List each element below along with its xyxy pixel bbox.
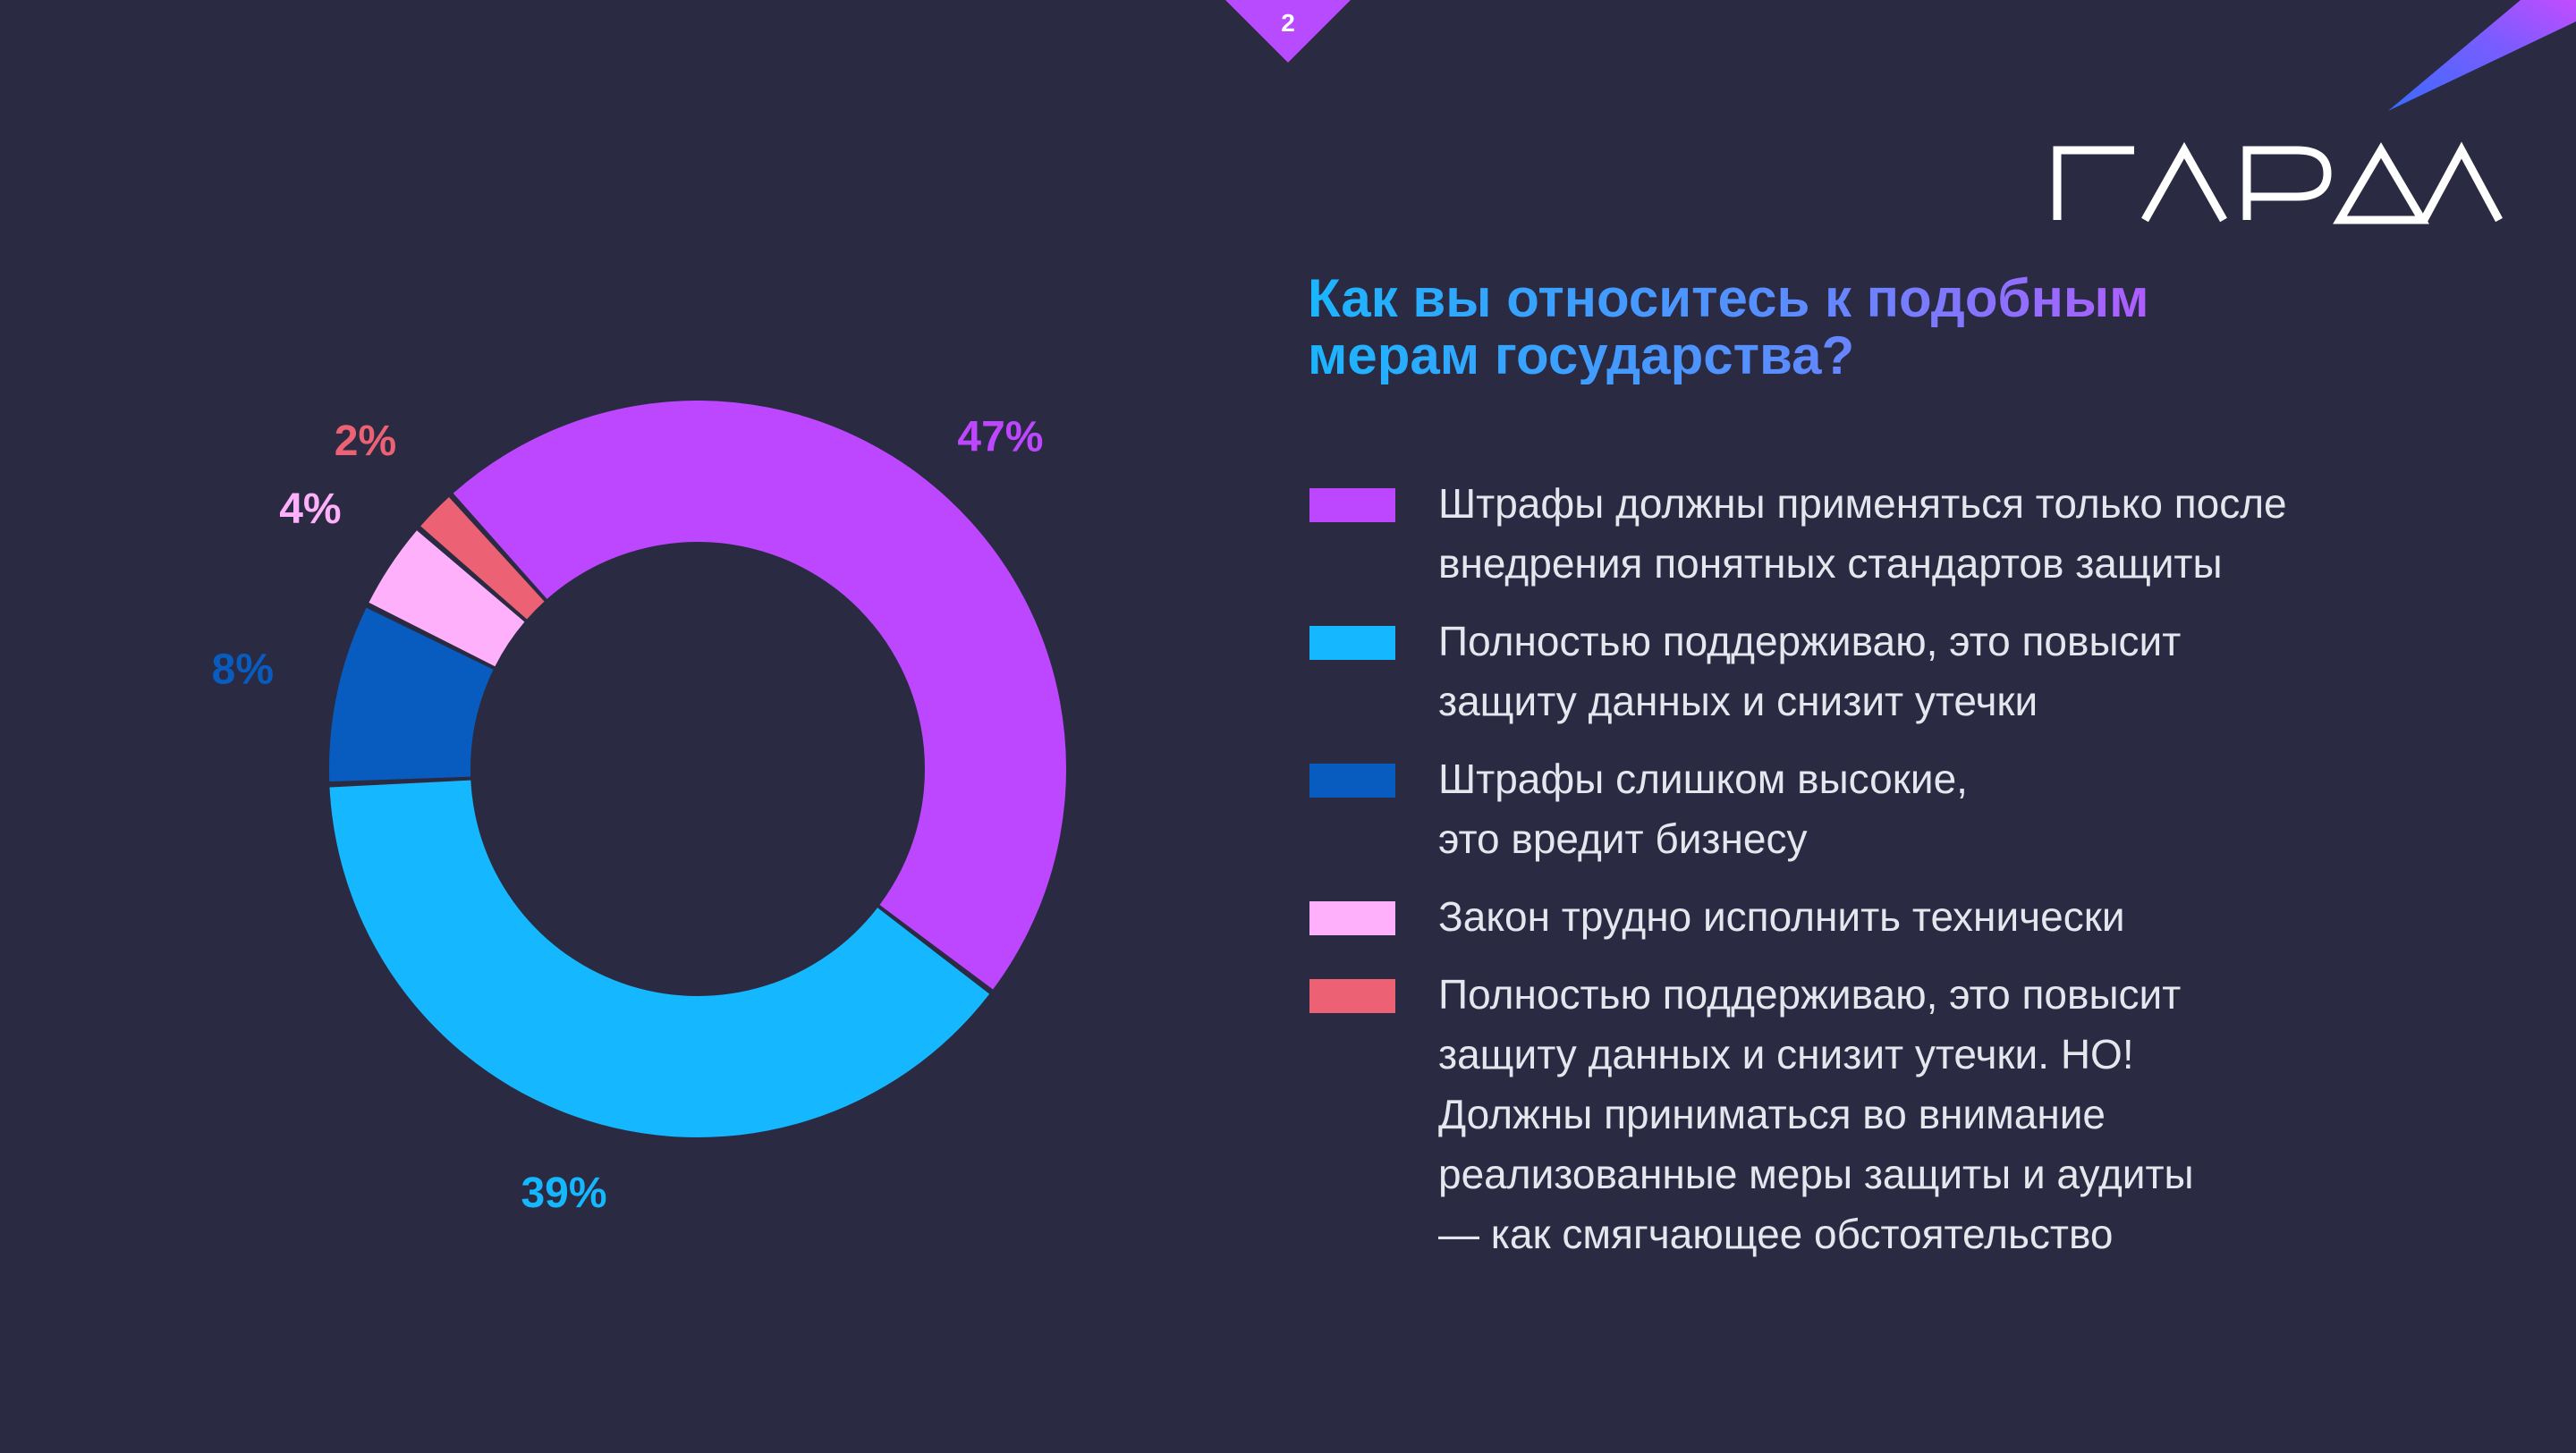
data-label-4: 4% bbox=[279, 486, 341, 533]
legend-item: Штрафы должны применяться только после в… bbox=[1308, 474, 2426, 594]
page-number: 2 bbox=[1281, 9, 1295, 37]
donut-slice-1 bbox=[453, 400, 1067, 990]
chart-legend: Штрафы должны применяться только после в… bbox=[1308, 474, 2426, 1282]
page-badge bbox=[1225, 0, 1351, 63]
legend-item: Полностью поддерживаю, это повысит защит… bbox=[1308, 965, 2426, 1264]
donut-slice-2 bbox=[329, 780, 990, 1137]
legend-swatch bbox=[1309, 979, 1395, 1013]
legend-label: Полностью поддерживаю, это повысит защит… bbox=[1438, 971, 2194, 1257]
donut-slice-3 bbox=[329, 607, 494, 782]
question-title: Как вы относитесь к подобным мерам госуд… bbox=[1308, 270, 2381, 384]
corner-accent bbox=[2379, 0, 2576, 121]
legend-item: Штрафы слишком высокие, это вредит бизне… bbox=[1308, 749, 2426, 869]
legend-label: Штрафы слишком высокие, это вредит бизне… bbox=[1438, 756, 1968, 862]
legend-item: Закон трудно исполнить технически bbox=[1308, 887, 2426, 947]
legend-item: Полностью поддерживаю, это повысит защит… bbox=[1308, 612, 2426, 731]
donut-slice-5 bbox=[420, 496, 545, 620]
legend-swatch bbox=[1309, 764, 1395, 798]
legend-label: Закон трудно исполнить технически bbox=[1438, 893, 2125, 940]
donut-slice-4 bbox=[369, 530, 525, 667]
garda-logo bbox=[2048, 134, 2504, 232]
legend-label: Штрафы должны применяться только после в… bbox=[1438, 480, 2287, 587]
legend-swatch bbox=[1309, 626, 1395, 660]
data-label-1: 47% bbox=[957, 414, 1043, 461]
data-label-5: 2% bbox=[335, 418, 396, 465]
legend-label: Полностью поддерживаю, это повысит защит… bbox=[1438, 618, 2182, 724]
title-line-2: мерам государства? bbox=[1308, 325, 1855, 385]
title-line-1: Как вы относитесь к подобным bbox=[1308, 268, 2149, 328]
data-label-3: 8% bbox=[212, 646, 274, 694]
legend-swatch bbox=[1309, 901, 1395, 935]
data-label-2: 39% bbox=[521, 1170, 606, 1217]
donut-chart: 47% 39% 8% 4% 2% bbox=[0, 0, 1252, 1449]
legend-swatch bbox=[1309, 488, 1395, 522]
donut-chart-svg: 47% 39% 8% 4% 2% bbox=[212, 400, 1067, 1217]
